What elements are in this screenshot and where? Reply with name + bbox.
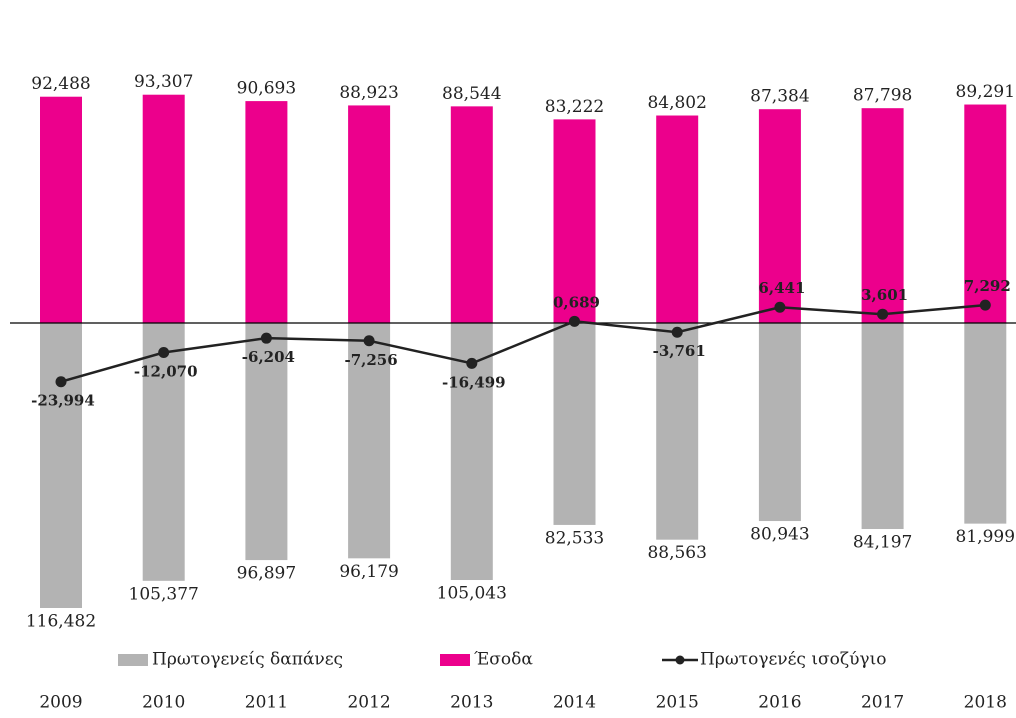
value-label: 7,292 [964, 277, 1011, 295]
bar [861, 323, 904, 530]
value-label: 0,689 [553, 293, 600, 311]
legend-label: Έσοδα [474, 650, 533, 670]
bar [553, 119, 596, 323]
legend-marker [675, 655, 685, 665]
bar [142, 94, 185, 323]
x-tick-label: 2015 [656, 693, 699, 713]
value-label: 6,441 [758, 279, 805, 297]
x-tick-label: 2011 [245, 693, 288, 713]
legend-label: Πρωτογενές ισοζύγιο [700, 650, 886, 670]
balance-point [260, 332, 272, 344]
value-label: -7,256 [344, 351, 397, 369]
value-label: 88,544 [442, 84, 501, 104]
x-tick-label: 2009 [39, 693, 82, 713]
bar [142, 323, 185, 581]
value-label: 84,802 [647, 93, 706, 113]
value-label: 84,197 [853, 533, 912, 553]
bar [656, 115, 699, 323]
value-label: -12,070 [134, 363, 198, 381]
value-label: 96,179 [339, 562, 398, 582]
balance-point [671, 326, 683, 338]
value-label: 3,601 [861, 286, 908, 304]
value-label: 87,798 [853, 86, 912, 106]
bar [656, 323, 699, 540]
value-label: 81,999 [956, 527, 1015, 547]
x-tick-label: 2010 [142, 693, 185, 713]
bar [40, 323, 82, 608]
x-tick-label: 2017 [861, 693, 904, 713]
balance-point [877, 308, 889, 320]
value-label: 89,291 [956, 82, 1015, 102]
x-tick-label: 2016 [758, 693, 801, 713]
legend-label: Πρωτογενείς δαπάνες [152, 650, 343, 670]
balance-point [158, 347, 170, 359]
x-tick-label: 2018 [964, 693, 1007, 713]
value-label: 90,693 [237, 79, 296, 99]
balance-point [569, 315, 580, 327]
value-label: 80,943 [750, 525, 809, 545]
bar [348, 323, 391, 559]
value-label: 105,043 [437, 584, 507, 604]
value-label: 87,384 [750, 87, 809, 107]
legend-swatch [118, 654, 148, 666]
balance-line [60, 303, 986, 383]
bar [40, 96, 82, 323]
value-label: 93,307 [134, 72, 193, 92]
value-label: 88,923 [339, 83, 398, 103]
bar [245, 323, 288, 561]
value-label: 82,533 [545, 528, 604, 548]
bar [553, 323, 596, 525]
value-label: -16,499 [442, 373, 506, 391]
value-label: 92,488 [31, 74, 90, 94]
value-label: -3,761 [653, 342, 706, 360]
balance-point [363, 335, 375, 347]
legend-swatch [440, 654, 470, 666]
value-label: -6,204 [242, 348, 295, 366]
balance-point [55, 376, 67, 388]
balance-point [979, 299, 991, 311]
bar [245, 101, 288, 323]
bar [450, 106, 493, 323]
bar [348, 105, 391, 323]
balance-point [466, 357, 478, 369]
balance-point [774, 301, 786, 313]
bar [861, 108, 904, 323]
x-tick-label: 2013 [450, 693, 493, 713]
value-label: -23,994 [31, 392, 95, 410]
bar [964, 104, 1007, 323]
value-label: 105,377 [129, 584, 199, 604]
value-label: 116,482 [26, 612, 96, 632]
value-label: 83,222 [545, 97, 604, 117]
bar [758, 109, 801, 323]
bar [964, 323, 1007, 524]
x-tick-label: 2014 [553, 693, 596, 713]
bar [758, 323, 801, 522]
value-label: 88,563 [647, 543, 706, 563]
value-label: 96,897 [237, 564, 296, 584]
x-tick-label: 2012 [347, 693, 390, 713]
